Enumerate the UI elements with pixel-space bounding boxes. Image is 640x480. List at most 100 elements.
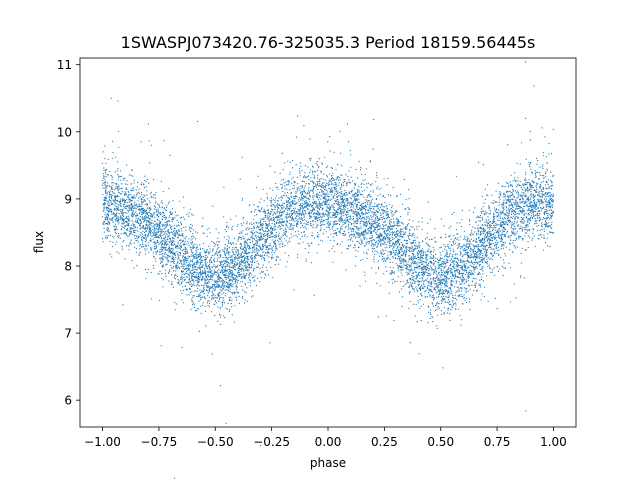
data-point bbox=[141, 239, 143, 242]
data-point bbox=[367, 195, 369, 197]
data-point bbox=[467, 277, 470, 279]
data-point bbox=[533, 213, 535, 215]
data-point bbox=[278, 225, 280, 227]
data-point bbox=[162, 248, 164, 250]
data-point bbox=[418, 247, 421, 249]
data-point bbox=[109, 211, 111, 213]
data-point bbox=[136, 239, 138, 241]
data-point bbox=[205, 325, 207, 327]
data-point bbox=[138, 237, 140, 239]
data-point bbox=[128, 208, 130, 210]
data-point bbox=[490, 232, 492, 234]
data-point bbox=[293, 197, 295, 199]
data-point bbox=[177, 214, 179, 216]
data-point bbox=[240, 231, 242, 233]
data-point bbox=[484, 247, 486, 249]
data-point bbox=[527, 214, 529, 216]
data-point bbox=[449, 247, 451, 249]
data-point bbox=[508, 211, 510, 213]
data-point bbox=[115, 200, 117, 202]
data-point bbox=[425, 259, 428, 261]
data-point bbox=[413, 290, 415, 292]
data-point bbox=[263, 247, 265, 249]
data-point bbox=[163, 140, 165, 142]
data-point bbox=[326, 189, 328, 191]
data-point bbox=[476, 232, 478, 235]
data-point bbox=[161, 261, 164, 263]
data-point bbox=[219, 291, 221, 293]
data-point bbox=[274, 199, 276, 201]
data-point bbox=[422, 267, 424, 269]
data-point bbox=[517, 197, 519, 199]
data-point bbox=[423, 272, 425, 274]
data-point bbox=[193, 236, 195, 238]
data-point bbox=[486, 212, 488, 214]
data-point bbox=[527, 230, 529, 232]
data-point bbox=[435, 286, 437, 288]
data-point bbox=[283, 162, 286, 164]
data-point bbox=[389, 231, 391, 233]
data-point bbox=[422, 257, 424, 260]
data-point bbox=[423, 271, 425, 273]
data-point bbox=[435, 292, 437, 294]
data-point bbox=[380, 227, 382, 229]
data-point bbox=[489, 228, 491, 230]
data-point bbox=[311, 189, 313, 191]
data-point bbox=[174, 211, 176, 213]
data-point bbox=[494, 241, 496, 244]
data-point bbox=[487, 237, 489, 239]
data-point bbox=[400, 248, 402, 250]
data-point bbox=[241, 267, 243, 269]
data-point bbox=[147, 217, 149, 219]
data-point bbox=[401, 236, 403, 238]
data-point bbox=[450, 281, 452, 283]
data-point bbox=[333, 233, 335, 235]
data-point bbox=[384, 227, 386, 229]
data-point bbox=[409, 229, 411, 231]
data-point bbox=[259, 272, 261, 274]
data-point bbox=[207, 294, 209, 297]
data-point bbox=[292, 211, 295, 213]
data-point bbox=[460, 324, 462, 326]
data-point bbox=[147, 268, 149, 270]
data-point bbox=[448, 227, 450, 229]
data-point bbox=[471, 284, 473, 286]
data-point bbox=[136, 193, 138, 195]
data-point bbox=[126, 164, 128, 166]
data-point bbox=[533, 189, 535, 191]
data-point bbox=[488, 221, 490, 224]
data-point bbox=[277, 207, 279, 209]
data-point bbox=[495, 248, 497, 250]
data-point bbox=[115, 227, 117, 229]
data-point bbox=[376, 188, 378, 190]
data-point bbox=[183, 216, 185, 218]
data-point bbox=[209, 291, 211, 293]
data-point bbox=[283, 229, 285, 231]
data-point bbox=[303, 223, 305, 225]
data-point bbox=[500, 203, 502, 206]
data-point bbox=[123, 215, 125, 217]
data-point bbox=[478, 263, 480, 265]
data-point bbox=[547, 205, 549, 208]
data-point bbox=[479, 233, 482, 235]
data-point bbox=[315, 186, 318, 188]
data-point bbox=[335, 190, 338, 192]
data-point bbox=[272, 257, 274, 259]
data-point bbox=[380, 187, 382, 189]
data-point bbox=[275, 217, 277, 219]
data-point bbox=[192, 296, 194, 298]
data-point bbox=[475, 282, 477, 284]
data-point bbox=[528, 208, 530, 210]
data-point bbox=[489, 258, 491, 260]
data-point bbox=[529, 184, 531, 186]
data-point bbox=[130, 189, 132, 191]
data-point bbox=[452, 294, 454, 296]
data-point bbox=[311, 180, 313, 182]
data-point bbox=[155, 247, 158, 249]
data-point bbox=[237, 251, 239, 253]
data-point bbox=[355, 249, 357, 251]
data-point bbox=[194, 265, 196, 267]
data-point bbox=[327, 203, 329, 205]
data-point bbox=[195, 231, 197, 233]
data-point bbox=[160, 234, 162, 236]
